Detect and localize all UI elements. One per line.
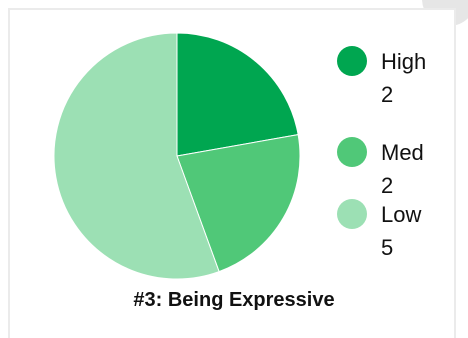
legend-label-high: High	[381, 49, 426, 74]
legend-value-med: 2	[381, 173, 393, 198]
legend-swatch-med	[337, 137, 367, 167]
legend-value-low: 5	[381, 235, 393, 260]
chart-legend: High 2 Med 2 Low 5	[337, 46, 426, 260]
pie-slice-low	[53, 32, 220, 280]
legend-value-high: 2	[381, 82, 393, 107]
legend-label-low: Low	[381, 202, 421, 227]
chart-title: #3: Being Expressive	[133, 289, 335, 311]
legend-swatch-high	[337, 46, 367, 76]
legend-label-med: Med	[381, 140, 424, 165]
pie-slice-med	[176, 134, 301, 273]
pie-slice-high	[176, 32, 299, 157]
pie-slices	[53, 32, 301, 280]
pie-chart: High 2 Med 2 Low 5	[53, 32, 426, 280]
legend-swatch-low	[337, 199, 367, 229]
